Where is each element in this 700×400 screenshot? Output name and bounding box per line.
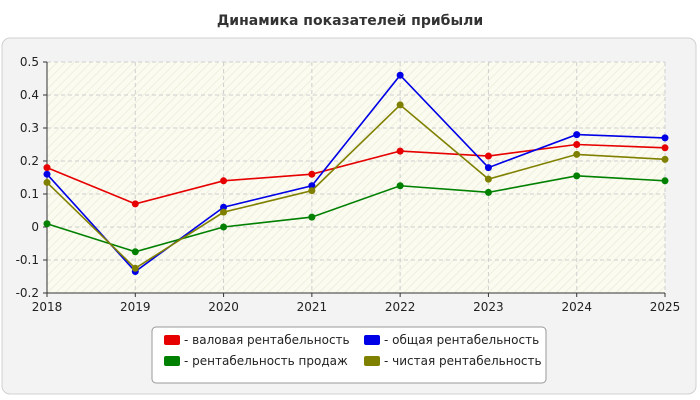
- x-tick-label: 2019: [120, 300, 151, 314]
- data-point: [43, 170, 51, 178]
- data-point: [308, 182, 316, 190]
- data-point: [220, 203, 228, 211]
- data-point: [43, 178, 51, 186]
- x-tick-label: 2024: [561, 300, 592, 314]
- data-point: [573, 172, 581, 180]
- legend: - валовая рентабельность - общая рентабел…: [164, 333, 542, 368]
- data-point: [661, 134, 669, 142]
- legend-label: - общая рентабельность: [384, 333, 539, 347]
- series-4: [43, 101, 669, 272]
- legend-item: - валовая рентабельность: [164, 333, 350, 347]
- data-point: [131, 200, 139, 208]
- data-point: [308, 170, 316, 178]
- data-point: [131, 248, 139, 256]
- y-tick-label: 0.4: [20, 88, 39, 102]
- legend-item: - рентабельность продаж: [164, 354, 348, 368]
- data-point: [220, 223, 228, 231]
- data-point: [396, 101, 404, 109]
- data-point: [661, 155, 669, 163]
- legend-item: - чистая рентабельность: [364, 354, 542, 368]
- data-point: [484, 164, 492, 172]
- data-point: [484, 152, 492, 160]
- data-point: [573, 150, 581, 158]
- x-tick-label: 2020: [208, 300, 239, 314]
- data-point: [396, 147, 404, 155]
- data-point: [484, 175, 492, 183]
- data-point: [661, 177, 669, 185]
- y-tick-label: 0: [31, 220, 39, 234]
- legend-box: [151, 326, 547, 384]
- data-point: [308, 213, 316, 221]
- series-line: [46, 73, 666, 273]
- series-3: [43, 172, 669, 256]
- data-point: [573, 131, 581, 139]
- x-tick-label: 2018: [32, 300, 63, 314]
- series-line: [46, 103, 666, 270]
- axes: -0.2 -0.1 0 0.1 0.2 0.3 0.4 0.5 2018 2019 2020 2021…: [16, 55, 681, 314]
- x-tick-label: 2025: [650, 300, 681, 314]
- y-tick-label: 0.1: [20, 187, 39, 201]
- y-tick-label: -0.1: [16, 253, 39, 267]
- legend-item: - общая рентабельность: [364, 333, 539, 347]
- legend-swatch: [364, 335, 380, 345]
- y-tick-label: 0.3: [20, 121, 39, 135]
- legend-swatch: [364, 356, 380, 366]
- data-point: [220, 177, 228, 185]
- y-tick-label: -0.2: [16, 286, 39, 300]
- y-tick-label: 0.5: [20, 55, 39, 69]
- data-point: [396, 182, 404, 190]
- legend-label: - рентабельность продаж: [184, 354, 348, 368]
- series-1: [43, 141, 669, 208]
- data-point: [396, 71, 404, 79]
- data-point: [308, 187, 316, 195]
- series-line: [46, 143, 666, 205]
- data-point: [43, 220, 51, 228]
- data-point: [661, 144, 669, 152]
- data-point: [573, 141, 581, 148]
- series-layer: [43, 71, 669, 276]
- data-point: [484, 188, 492, 196]
- x-tick-label: 2021: [297, 300, 328, 314]
- legend-swatch: [164, 356, 180, 366]
- data-point: [131, 264, 139, 272]
- y-tick-label: 0.2: [20, 154, 39, 168]
- data-point: [43, 164, 51, 172]
- plot-area: [47, 62, 665, 293]
- data-point: [220, 208, 228, 216]
- series-line: [46, 175, 666, 253]
- legend-swatch: [164, 335, 180, 345]
- x-tick-label: 2022: [385, 300, 416, 314]
- chart-title: Динамика показателей прибыли: [217, 13, 483, 29]
- legend-label: - чистая рентабельность: [384, 354, 542, 368]
- x-tick-label: 2023: [473, 300, 504, 314]
- legend-label: - валовая рентабельность: [184, 333, 350, 347]
